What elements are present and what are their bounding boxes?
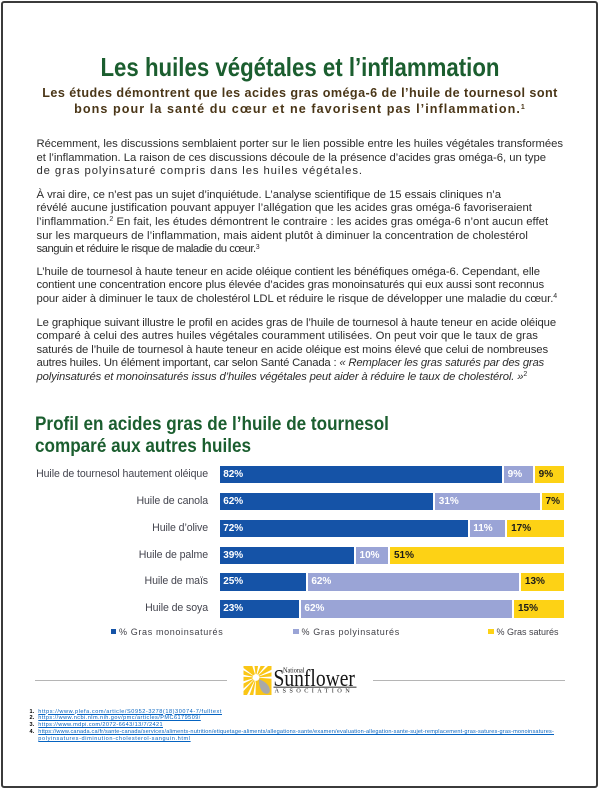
svg-text:ASSOCIATION: ASSOCIATION: [275, 688, 354, 695]
svg-text:National: National: [283, 666, 304, 675]
